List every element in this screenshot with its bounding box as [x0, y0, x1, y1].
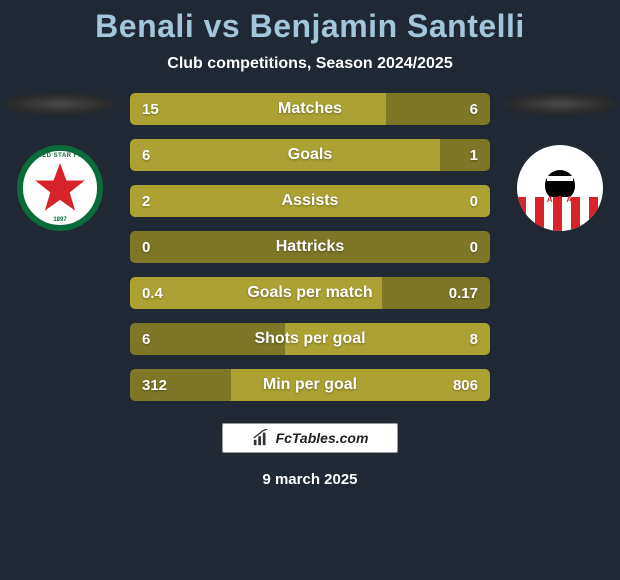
- club-badge-ajaccio: A C A: [517, 145, 603, 231]
- date-text: 9 march 2025: [0, 471, 620, 488]
- stat-label: Min per goal: [130, 369, 490, 401]
- stat-bar: 312806Min per goal: [130, 369, 490, 401]
- stat-label: Assists: [130, 185, 490, 217]
- stat-bar: 68Shots per goal: [130, 323, 490, 355]
- stat-bar: 61Goals: [130, 139, 490, 171]
- badge-text: RED STAR FC: [23, 153, 97, 159]
- stat-label: Goals: [130, 139, 490, 171]
- player-silhouette-shadow: [505, 93, 615, 115]
- stat-bar: 156Matches: [130, 93, 490, 125]
- stat-label: Hattricks: [130, 231, 490, 263]
- star-icon: [33, 161, 87, 215]
- stat-label: Goals per match: [130, 277, 490, 309]
- comparison-content: RED STAR FC 1897 A C A 156Matches 61Goals…: [0, 93, 620, 401]
- stat-bar: 20Assists: [130, 185, 490, 217]
- chart-icon: [252, 429, 270, 447]
- subtitle: Club competitions, Season 2024/2025: [0, 55, 620, 73]
- badge-text: A C A: [517, 195, 603, 204]
- right-player-column: A C A: [500, 93, 620, 231]
- club-badge-red-star: RED STAR FC 1897: [17, 145, 103, 231]
- brand-text: FcTables.com: [276, 430, 369, 446]
- player-silhouette-shadow: [5, 93, 115, 115]
- left-player-column: RED STAR FC 1897: [0, 93, 120, 231]
- stat-bar: 00Hattricks: [130, 231, 490, 263]
- brand-logo: FcTables.com: [222, 423, 398, 453]
- stat-bars-container: 156Matches 61Goals 20Assists 00Hattricks 0.4…: [130, 93, 490, 401]
- page-title: Benali vs Benjamin Santelli: [0, 0, 620, 45]
- stat-label: Matches: [130, 93, 490, 125]
- stat-bar: 0.40.17Goals per match: [130, 277, 490, 309]
- stat-label: Shots per goal: [130, 323, 490, 355]
- badge-text: 1897: [23, 217, 97, 223]
